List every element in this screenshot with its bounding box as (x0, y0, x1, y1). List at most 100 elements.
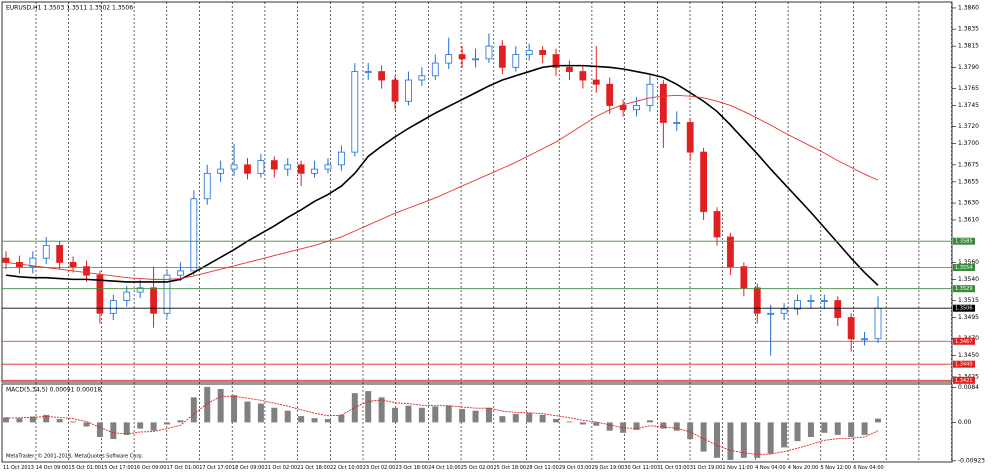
macd-bar (485, 407, 492, 423)
candle-body (807, 300, 815, 302)
candle-body (592, 79, 600, 85)
macd-bar (807, 422, 814, 437)
macd-bar (123, 422, 130, 435)
x-tick-label: 15 Oct 17:00 (101, 465, 134, 471)
candle-body (176, 270, 184, 276)
y-tick-label: 1.3765 (958, 85, 979, 92)
x-tick-label: 23 Oct 02:00 (363, 465, 396, 471)
x-tick-label: 11 Oct 2013 (3, 465, 34, 471)
macd-bar (848, 422, 855, 437)
macd-signal (5, 395, 879, 455)
candle-body (431, 62, 439, 77)
macd-bar (459, 409, 466, 423)
x-tick-label: 21 Oct 18:00 (297, 465, 330, 471)
candle-body (445, 54, 453, 64)
candle-body (485, 45, 493, 60)
candle-body (230, 164, 238, 170)
macd-bar (311, 418, 318, 423)
candle-body (257, 160, 265, 174)
candle-body (203, 172, 211, 200)
macd-bar (553, 419, 560, 423)
macd-bar (687, 422, 694, 440)
macd-bar (257, 403, 264, 423)
macd-bar (432, 406, 439, 423)
main-panel (1, 1, 953, 383)
macd-bar (324, 419, 331, 423)
macd-bar (378, 397, 385, 423)
level-label: 1.3467 (955, 339, 973, 345)
y-tick-label: 1.3720 (958, 123, 979, 130)
macd-bar (512, 414, 519, 423)
x-tick-label: 31 Oct 19:00 (690, 465, 723, 471)
level-label-box (953, 376, 975, 384)
macd-bar (418, 407, 425, 423)
macd-bar (43, 414, 50, 423)
macd-bar (190, 397, 197, 423)
candle-body (136, 287, 144, 293)
candle-body (780, 308, 788, 314)
level-label: 1.3506 (955, 306, 973, 312)
candle-body (123, 291, 131, 301)
candle-body (525, 49, 533, 55)
macd-bar (405, 405, 412, 423)
chart-title: EURUSD,H1 1.3503 1.3511 1.3502 1.3506 (6, 5, 133, 12)
candle-body (552, 54, 560, 68)
x-tick-label: 23 Oct 18:00 (395, 465, 428, 471)
candle-body (713, 211, 721, 238)
candle-body (405, 79, 412, 102)
y-tick-label: 1.3745 (958, 102, 979, 109)
macd-bar (660, 422, 667, 429)
macd-bar (646, 420, 653, 423)
macd-bar (700, 422, 707, 452)
candle-body (2, 257, 10, 263)
candle-body (324, 164, 332, 170)
macd-bar (29, 416, 36, 423)
candle-body (297, 164, 305, 174)
x-tick-label: 18 Oct 09:00 (232, 465, 265, 471)
candle-body (727, 236, 734, 268)
candle-body (606, 83, 614, 106)
macd-bar (338, 414, 345, 423)
candle-body (539, 49, 547, 55)
candle-body (270, 160, 278, 170)
macd-bar (56, 419, 63, 423)
y-tick-label: 1.3675 (958, 161, 979, 168)
candle-body (150, 287, 157, 314)
y-tick-label: 1.3540 (958, 276, 979, 283)
y-tick-label: 1.3560 (958, 259, 979, 266)
x-tick-label: 15 Oct 01:00 (68, 465, 101, 471)
x-tick-label: 31 Oct 03:00 (657, 465, 690, 471)
level-label: 1.3554 (955, 265, 973, 271)
candle-body (874, 307, 882, 340)
y-tick-label: 1.3860 (958, 4, 979, 11)
macd-bar (298, 416, 305, 423)
candle-body (566, 66, 573, 72)
macd-bar (714, 422, 721, 458)
x-tick-label: 4 Nov 04:00 (755, 465, 786, 471)
macd-bar (539, 414, 546, 423)
macd-bar (284, 410, 291, 423)
candle-body (311, 168, 318, 174)
candle-body (351, 71, 359, 153)
macd-bar (875, 418, 881, 423)
candle-body (633, 105, 640, 111)
macd-bar (150, 422, 157, 431)
x-tick-label: 1 Nov 11:00 (722, 465, 753, 471)
macd-bar (204, 386, 211, 423)
macd-bar (445, 405, 452, 423)
macd-bar (244, 401, 251, 423)
candle-body (686, 122, 694, 153)
macd-bar (472, 410, 479, 423)
level-label: 1.3421 (955, 378, 973, 384)
y-tick-label: 0.00 (958, 419, 972, 426)
x-tick-label: 28 Oct 11:00 (526, 465, 559, 471)
macd-bar (16, 418, 23, 423)
y-tick-label: 1.3450 (958, 352, 979, 359)
macd-bar (767, 422, 774, 454)
macd-bar (96, 422, 103, 437)
macd-bar (834, 422, 841, 435)
level-label-box (953, 263, 975, 271)
level-label: 1.3440 (955, 362, 973, 368)
macd-bar (740, 422, 747, 458)
